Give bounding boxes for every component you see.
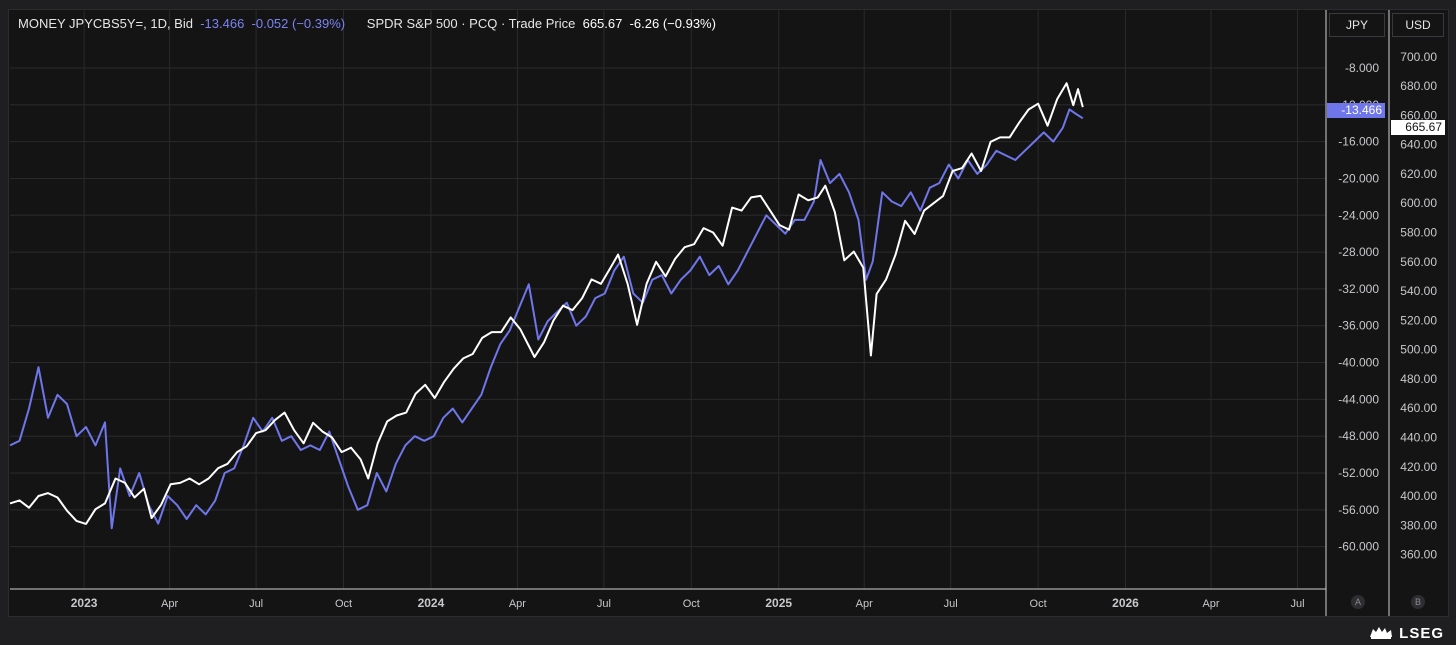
y-right-tick-label: 460.00 (1400, 401, 1437, 415)
x-tick-label: 2026 (1112, 596, 1139, 610)
y-left-tick-label: -40.000 (1338, 356, 1379, 370)
y-right-tick-label: 440.00 (1400, 430, 1437, 444)
y-left-tick-label: -32.000 (1338, 282, 1379, 296)
brand-name: LSEG (1399, 624, 1444, 642)
y-left-tick-label: -8.000 (1345, 61, 1379, 75)
x-tick-label: 2025 (765, 596, 792, 610)
legend-spacer (244, 16, 251, 31)
x-tick-label: Jul (249, 598, 263, 610)
x-tick-label: Apr (1202, 598, 1219, 610)
y-right-tick-label: 620.00 (1400, 167, 1437, 181)
y-right-tick-label: 600.00 (1400, 196, 1437, 210)
y-left-tick-label: -44.000 (1338, 392, 1379, 406)
x-tick-label: 2024 (418, 596, 445, 610)
chart-plot[interactable]: -8.000-12.000-16.000-20.000-24.000-28.00… (0, 0, 1456, 617)
y-right-tick-label: 420.00 (1400, 460, 1437, 474)
x-tick-label: Oct (335, 598, 352, 610)
series-layer (9, 82, 1084, 530)
legend-series1-name: MONEY JPYCBS5Y=, 1D, Bid (18, 16, 193, 31)
y-left-tick-label: -56.000 (1338, 503, 1379, 517)
scale-button-b[interactable]: B (1411, 595, 1425, 609)
legend-series2-change: -6.26 (−0.93%) (629, 16, 716, 31)
y-right-tick-label: 400.00 (1400, 489, 1437, 503)
x-tick-label: Oct (683, 598, 700, 610)
jpycbs5y-line (9, 108, 1084, 530)
auto-scale-button-a[interactable]: A (1351, 595, 1365, 609)
right-axis-labels: 720.00700.00680.00660.00640.00620.00600.… (1400, 21, 1437, 562)
y-left-tick-label: -28.000 (1338, 245, 1379, 259)
footer-bar (0, 617, 1456, 645)
x-tick-label: Apr (509, 598, 526, 610)
y-right-tick-label: 560.00 (1400, 255, 1437, 269)
y-left-tick-label: -24.000 (1338, 208, 1379, 222)
y-left-tick-label: -52.000 (1338, 466, 1379, 480)
y-left-tick-label: -48.000 (1338, 429, 1379, 443)
y-right-tick-label: 580.00 (1400, 226, 1437, 240)
legend-spacer (575, 16, 582, 31)
y-right-tick-label: 700.00 (1400, 50, 1437, 64)
legend: MONEY JPYCBS5Y=, 1D, Bid -13.466 -0.052 … (18, 16, 716, 31)
x-tick-label: Jul (944, 598, 958, 610)
y-right-tick-label: 660.00 (1400, 108, 1437, 122)
y-left-tick-label: -60.000 (1338, 540, 1379, 554)
y-right-tick-label: 480.00 (1400, 372, 1437, 386)
x-tick-label: Jul (1290, 598, 1304, 610)
usd-axis-unit-button[interactable]: USD (1392, 13, 1444, 37)
legend-series1-last: -13.466 (200, 16, 245, 31)
legend-spacer (193, 16, 200, 31)
x-tick-label: Apr (161, 598, 178, 610)
lseg-logo: LSEG (1368, 623, 1444, 643)
x-tick-label: 2023 (71, 596, 98, 610)
x-tick-label: Oct (1030, 598, 1047, 610)
x-axis-labels: 2023 Apr Jul Oct 2024 Apr Jul Oct 2025 Apr Jul Oct 2… (71, 596, 1305, 610)
jpy-last-value-tag: -13.466 (1327, 103, 1385, 118)
y-right-tick-label: 540.00 (1400, 284, 1437, 298)
usd-last-value-tag: 665.67 (1391, 120, 1445, 135)
spy-line (9, 82, 1084, 525)
axis-lines (10, 10, 1390, 616)
jpy-axis-unit-button[interactable]: JPY (1329, 13, 1385, 37)
y-left-tick-label: -16.000 (1338, 135, 1379, 149)
grid-lines (10, 10, 1326, 589)
x-tick-label: Jul (597, 598, 611, 610)
legend-spacer (622, 16, 629, 31)
y-right-tick-label: 380.00 (1400, 518, 1437, 532)
legend-series2-last: 665.67 (582, 16, 623, 31)
legend-series2-name: SPDR S&P 500 · PCQ · Trade Price (366, 16, 576, 31)
y-left-tick-label: -20.000 (1338, 171, 1379, 185)
y-right-tick-label: 500.00 (1400, 343, 1437, 357)
y-right-tick-label: 360.00 (1400, 548, 1437, 562)
legend-spacer (345, 16, 367, 31)
legend-series1-change: -0.052 (−0.39%) (251, 16, 346, 31)
y-left-tick-label: -36.000 (1338, 319, 1379, 333)
y-right-tick-label: 640.00 (1400, 138, 1437, 152)
lion-icon (1370, 627, 1393, 639)
y-right-tick-label: 520.00 (1400, 313, 1437, 327)
left-axis-labels: -8.000-12.000-16.000-20.000-24.000-28.00… (1338, 61, 1379, 554)
y-right-tick-label: 680.00 (1400, 79, 1437, 93)
x-tick-label: Apr (856, 598, 873, 610)
chart-frame (8, 9, 1449, 617)
